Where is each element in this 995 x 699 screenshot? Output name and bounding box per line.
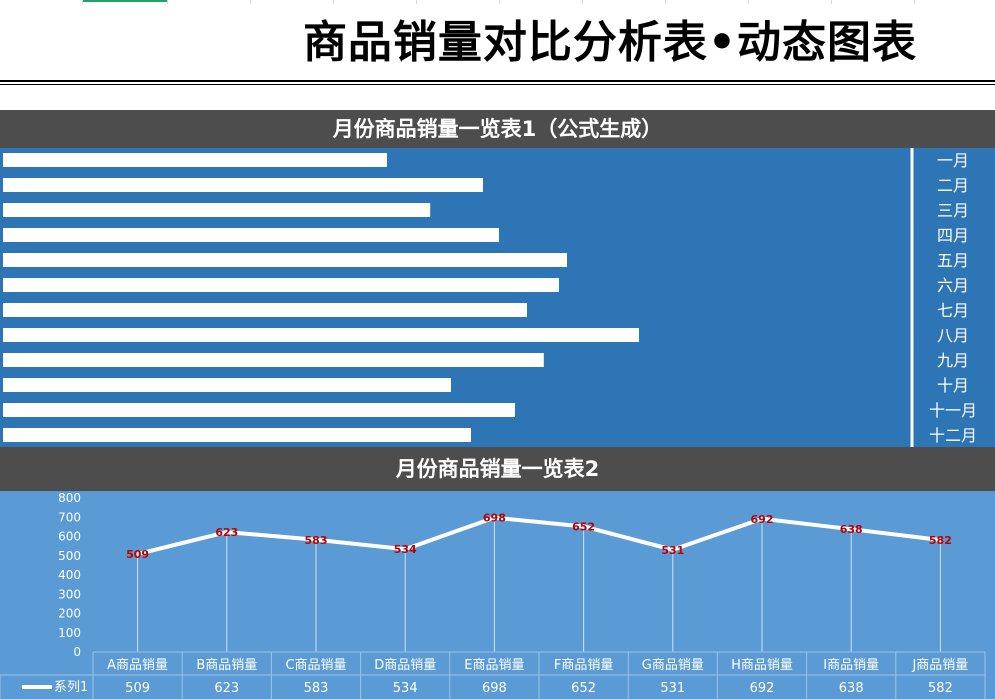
bar-category-label: 四月: [937, 226, 969, 245]
bar-11: [3, 403, 515, 417]
line-chart-panel: 0 100 200 300 400 500 600 700 800 509 623 583 534 698…: [0, 491, 995, 699]
sheet-top-strip: [0, 0, 995, 4]
bar-9: [3, 353, 544, 367]
bar-4: [3, 228, 499, 242]
table-value: 623: [214, 681, 239, 696]
bar-category-label: 十一月: [929, 401, 977, 420]
table-value: 652: [571, 681, 596, 696]
x-category-label: G商品销量: [642, 658, 704, 673]
data-point: [314, 538, 318, 542]
x-category-label: A商品销量: [107, 658, 168, 673]
data-point: [492, 516, 496, 520]
x-category-label: I商品销量: [823, 658, 879, 673]
x-category-label: D商品销量: [374, 658, 436, 673]
data-label: 652: [572, 520, 595, 533]
x-category-label: H商品销量: [731, 658, 793, 673]
title-underline: [0, 80, 995, 82]
x-category-label: B商品销量: [196, 658, 257, 673]
bar-6: [3, 278, 559, 292]
x-category-label: E商品销量: [464, 658, 524, 673]
sheet-gridline: [748, 0, 749, 4]
x-category-label: J商品销量: [911, 658, 968, 673]
sheet-gridline: [582, 0, 583, 4]
series-line: [137, 515, 941, 556]
bar-5: [3, 253, 567, 267]
sheet-gridline: [914, 0, 915, 4]
data-point: [582, 524, 586, 528]
data-point: [136, 552, 140, 556]
y-tick-label: 300: [58, 587, 81, 601]
table-value: 692: [750, 681, 775, 696]
page-title: 商品销量对比分析表•动态图表: [302, 17, 918, 68]
y-tick-label: 400: [58, 568, 81, 582]
bar-category-label: 六月: [937, 276, 969, 295]
title-underline-thin: [0, 84, 995, 85]
section2-title: 月份商品销量一览表2: [0, 447, 995, 491]
bar-category-label: 十二月: [929, 426, 977, 445]
line-chart: 0 100 200 300 400 500 600 700 800 509 623 583 534 698…: [0, 491, 986, 699]
data-point: [671, 548, 675, 552]
section1-title: 月份商品销量一览表1（公式生成）: [0, 110, 995, 148]
y-tick-label: 500: [58, 549, 81, 563]
table-value: 531: [660, 681, 685, 696]
active-tab-indicator: [82, 0, 167, 2]
data-point: [760, 517, 764, 521]
bar-1: [3, 153, 387, 167]
y-tick-label: 700: [58, 510, 81, 524]
data-point: [225, 530, 229, 534]
y-tick-label: 200: [58, 607, 81, 621]
table-value: 698: [482, 681, 507, 696]
data-label: 531: [661, 544, 684, 557]
y-tick-label: 100: [58, 626, 81, 640]
data-point: [849, 527, 853, 531]
bar-10: [3, 378, 451, 392]
sheet-gridline: [665, 0, 666, 4]
bar-2: [3, 178, 483, 192]
sheet-gridline: [250, 0, 251, 4]
data-label: 582: [929, 534, 952, 547]
data-label: 583: [305, 534, 328, 547]
sheet-gridline: [82, 0, 83, 4]
data-point: [938, 538, 942, 542]
bar-category-label: 三月: [937, 201, 969, 220]
y-tick-label: 0: [73, 645, 81, 659]
data-label: 638: [840, 523, 863, 536]
y-tick-label: 600: [58, 530, 81, 544]
table-value: 582: [928, 681, 953, 696]
x-category-label: F商品销量: [554, 658, 613, 673]
y-tick-label: 800: [58, 491, 81, 505]
bar-category-label: 一月: [937, 151, 969, 170]
bar-8: [3, 328, 639, 342]
sheet-gridline: [499, 0, 500, 4]
bar-category-label: 二月: [937, 176, 969, 195]
bar-category-label: 七月: [937, 301, 969, 320]
legend-series-name: 系列1: [54, 680, 88, 695]
data-label: 623: [215, 526, 238, 539]
sheet-gridline: [831, 0, 832, 4]
data-label: 534: [394, 543, 417, 556]
bar-category-label: 五月: [937, 251, 969, 270]
table-value: 638: [839, 681, 864, 696]
sheet-gridline: [333, 0, 334, 4]
table-value: 583: [304, 681, 329, 696]
bar-chart-panel: 一月二月三月四月五月六月七月八月九月十月十一月十二月: [0, 148, 995, 447]
bar-category-label: 十月: [937, 376, 969, 395]
bar-category-label: 八月: [937, 326, 969, 345]
data-label: 509: [126, 548, 149, 561]
sheet-gridline: [416, 0, 417, 4]
bar-category-label: 九月: [937, 351, 969, 370]
table-value: 534: [393, 681, 418, 696]
data-label: 692: [751, 513, 774, 526]
bar-12: [3, 428, 471, 442]
data-label: 698: [483, 512, 506, 525]
bar-3: [3, 203, 431, 217]
bar-7: [3, 303, 527, 317]
data-point: [403, 547, 407, 551]
sheet-gridline: [167, 0, 168, 4]
x-category-label: C商品销量: [285, 658, 346, 673]
table-value: 509: [125, 681, 150, 696]
